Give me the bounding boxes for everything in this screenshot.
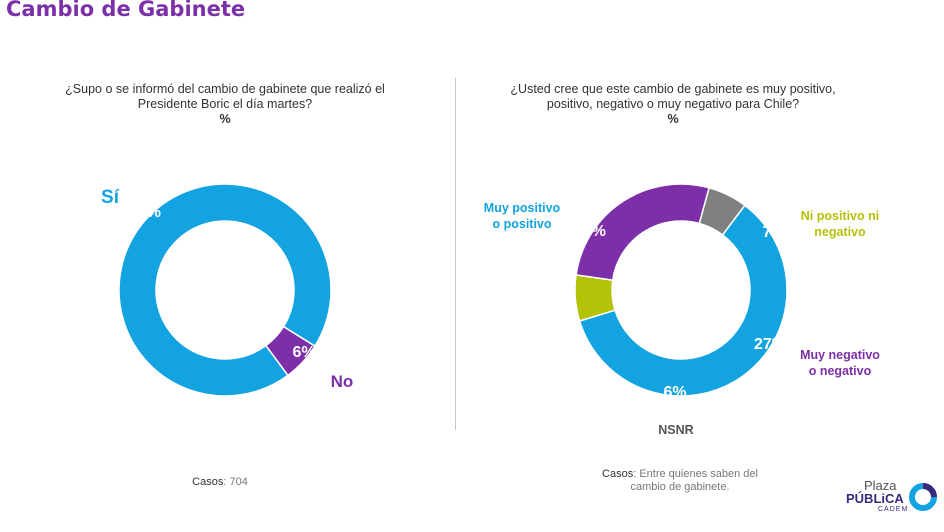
- chart1-cases-value: : 704: [223, 476, 248, 488]
- logo-line1: Plaza: [864, 478, 897, 493]
- page-title: Cambio de Gabinete: [6, 0, 246, 21]
- chart1-category-label-0: Sí: [101, 187, 120, 208]
- chart2-category-label-1: Ni positivo ni negativo: [801, 209, 879, 239]
- chart2-category-label-2: Muy negativo o negativo: [800, 348, 880, 378]
- chart2-slice-3: [698, 186, 746, 236]
- logo-line2: PÚBLiCA: [846, 491, 904, 506]
- chart1-slice-1: [264, 325, 316, 377]
- chart2-category-label-3: NSNR: [658, 423, 693, 437]
- chart2-cases-label: Casos: [602, 468, 634, 480]
- chart2-value-label-0: 60%: [574, 223, 606, 240]
- chart2-cases-value: : Entre quienes saben del cambio de gabi…: [630, 468, 758, 493]
- chart1-value-label-0: 94%: [129, 204, 161, 221]
- chart2-slice-0: [578, 204, 788, 397]
- chart2-question: ¿Usted cree que este cambio de gabinete …: [488, 82, 858, 127]
- chart1-question-text: ¿Supo o se informó del cambio de gabinet…: [65, 82, 385, 111]
- plaza-publica-logo: Plaza PÚBLiCA CADEM: [840, 474, 940, 524]
- chart1-slice-0: [118, 183, 332, 397]
- chart1-unit: %: [219, 112, 231, 126]
- chart2-cases: Casos: Entre quienes saben del cambio de…: [590, 468, 770, 494]
- divider: [455, 78, 456, 430]
- chart2-value-label-1: 7%: [762, 224, 785, 241]
- logo-mark-icon: [909, 483, 937, 511]
- chart1-cases-label: Casos: [192, 476, 224, 488]
- chart2-question-text: ¿Usted cree que este cambio de gabinete …: [510, 82, 836, 111]
- chart2-value-label-3: 6%: [663, 384, 686, 401]
- chart1-category-label-1: No: [331, 372, 354, 391]
- chart1-cases: Casos: 704: [160, 476, 280, 489]
- logo-line3: CADEM: [878, 506, 909, 513]
- chart1-question: ¿Supo o se informó del cambio de gabinet…: [60, 82, 390, 127]
- chart2-value-label-2: 27%: [754, 336, 786, 353]
- chart1-value-label-1: 6%: [292, 344, 315, 361]
- chart2-unit: %: [667, 112, 679, 126]
- chart2-category-label-0: Muy positivo o positivo: [484, 201, 561, 231]
